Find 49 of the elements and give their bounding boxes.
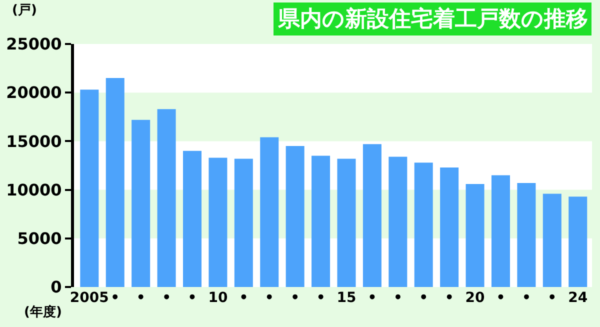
y-axis-title: (戸) — [12, 3, 37, 18]
x-tick-label: • — [419, 290, 428, 306]
x-tick-label: • — [368, 290, 377, 306]
bar — [80, 90, 99, 287]
y-tick-label: 10000 — [6, 180, 62, 200]
x-tick-label: • — [444, 290, 454, 306]
bar — [542, 194, 562, 287]
y-tick-label: 15000 — [6, 132, 62, 151]
y-tick-label: 20000 — [6, 83, 62, 102]
bar — [388, 156, 408, 287]
y-tick-label: 25000 — [6, 34, 62, 54]
x-tick-label: • — [110, 290, 120, 306]
bar — [208, 158, 228, 287]
x-tick-label: 24 — [568, 290, 588, 306]
x-tick-label: • — [239, 290, 248, 306]
bar — [414, 162, 433, 287]
x-tick-label: 10 — [208, 290, 228, 306]
x-tick-label: 20 — [465, 290, 486, 306]
bar — [286, 146, 304, 287]
y-tick-label: 5000 — [17, 229, 62, 248]
bar — [132, 120, 150, 287]
bar — [466, 184, 484, 287]
bar — [491, 175, 510, 287]
bar — [234, 158, 253, 287]
x-tick-label: • — [162, 290, 172, 306]
bar — [312, 156, 330, 287]
bar — [568, 196, 588, 287]
y-tick-label: 0 — [50, 278, 62, 297]
x-tick-label: • — [188, 290, 197, 306]
x-tick-label: 2005 — [70, 290, 109, 306]
bar — [440, 167, 459, 287]
bar — [362, 144, 382, 287]
x-tick-label: 15 — [336, 290, 356, 306]
x-axis-title: (年度) — [24, 304, 62, 320]
bar — [157, 109, 176, 287]
bar — [260, 137, 279, 287]
x-tick-label: • — [548, 290, 557, 306]
x-tick-label: • — [496, 290, 506, 306]
x-tick-label: • — [522, 290, 531, 306]
bar — [517, 183, 536, 287]
x-tick-label: • — [264, 290, 274, 306]
chart-title: 県内の新設住宅着工戸数の推移 — [277, 6, 588, 32]
x-tick-label: • — [136, 290, 146, 306]
x-tick-label: • — [316, 290, 326, 306]
x-tick-label: • — [393, 290, 402, 306]
x-tick-label: • — [290, 290, 300, 306]
bar — [106, 78, 124, 287]
bar — [337, 158, 356, 287]
bar — [183, 150, 202, 287]
